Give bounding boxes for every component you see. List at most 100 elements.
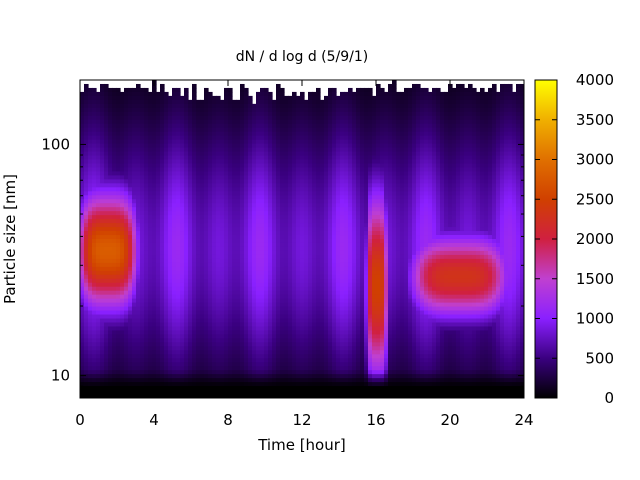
heatmap-cell — [100, 310, 105, 316]
heatmap-cell — [284, 131, 289, 137]
heatmap-cell — [268, 199, 273, 204]
heatmap-cell — [336, 298, 341, 304]
heatmap-cell — [92, 374, 97, 379]
heatmap-cell — [116, 191, 121, 196]
heatmap-cell — [164, 306, 169, 312]
heatmap-cell — [184, 322, 189, 328]
heatmap-cell — [268, 346, 273, 351]
heatmap-cell — [188, 191, 193, 196]
heatmap-cell — [252, 274, 257, 280]
heatmap-cell — [212, 346, 217, 351]
heatmap-cell — [332, 127, 337, 133]
heatmap-cell — [148, 227, 153, 232]
heatmap-cell — [336, 294, 341, 300]
heatmap-cell — [280, 143, 285, 149]
heatmap-cell — [104, 119, 109, 125]
heatmap-cell — [312, 254, 317, 260]
heatmap-cell — [284, 382, 289, 387]
heatmap-cell — [132, 362, 137, 367]
heatmap-cell — [96, 322, 101, 328]
heatmap-cell — [252, 334, 257, 339]
heatmap-cell — [104, 266, 109, 272]
heatmap-cell — [144, 235, 149, 240]
heatmap-cell — [152, 318, 157, 324]
heatmap-cell — [196, 242, 201, 248]
heatmap-cell — [256, 135, 261, 141]
heatmap-cell — [204, 231, 209, 236]
heatmap-cell — [212, 135, 217, 141]
heatmap-cell — [292, 183, 297, 188]
heatmap-cell — [240, 119, 245, 125]
heatmap-cell — [124, 242, 129, 248]
heatmap-cell — [168, 258, 173, 264]
heatmap-cell — [184, 278, 189, 284]
heatmap-cell — [120, 286, 125, 292]
heatmap-cell — [328, 270, 333, 276]
heatmap-cell — [152, 354, 157, 359]
heatmap-cell — [168, 330, 173, 336]
heatmap-cell — [260, 358, 265, 363]
heatmap-cell — [132, 274, 137, 280]
heatmap-cell — [268, 167, 273, 173]
heatmap-cell — [144, 231, 149, 236]
heatmap-cell — [136, 187, 141, 192]
heatmap-cell — [220, 274, 225, 280]
heatmap-cell — [276, 183, 281, 188]
heatmap-cell — [168, 362, 173, 367]
heatmap-cell — [232, 394, 237, 398]
heatmap-cell — [112, 103, 117, 109]
heatmap-cell — [80, 123, 85, 129]
heatmap-cell — [236, 310, 241, 316]
heatmap-cell — [88, 151, 93, 157]
heatmap-cell — [272, 203, 277, 208]
heatmap-cell — [196, 314, 201, 320]
heatmap-cell — [292, 374, 297, 379]
heatmap-cell — [304, 107, 309, 113]
heatmap-cell — [216, 111, 221, 117]
heatmap-cell — [180, 167, 185, 173]
heatmap-cell — [328, 250, 333, 256]
heatmap-cell — [84, 394, 89, 398]
heatmap-cell — [204, 306, 209, 312]
heatmap-cell — [112, 374, 117, 379]
heatmap-cell — [100, 358, 105, 363]
heatmap-cell — [316, 366, 321, 371]
heatmap-cell — [284, 338, 289, 343]
heatmap-cell — [148, 151, 153, 157]
heatmap-cell — [284, 326, 289, 332]
heatmap-cell — [236, 358, 241, 363]
heatmap-cell — [328, 262, 333, 268]
heatmap-cell — [288, 334, 293, 339]
heatmap-cell — [180, 354, 185, 359]
heatmap-cell — [164, 310, 169, 316]
heatmap-cell — [80, 127, 85, 133]
heatmap-cell — [92, 139, 97, 145]
heatmap-cell — [252, 147, 257, 153]
heatmap-cell — [328, 119, 333, 125]
heatmap-cell — [304, 179, 309, 184]
heatmap-cell — [208, 330, 213, 336]
heatmap-cell — [136, 119, 141, 125]
heatmap-cell — [332, 119, 337, 125]
heatmap-cell — [88, 95, 93, 101]
heatmap-cell — [180, 246, 185, 252]
heatmap-cell — [276, 219, 281, 224]
heatmap-cell — [212, 223, 217, 228]
heatmap-cell — [120, 195, 125, 200]
heatmap-cell — [176, 322, 181, 328]
heatmap-cell — [84, 231, 89, 236]
heatmap-cell — [152, 326, 157, 332]
heatmap-cell — [220, 294, 225, 300]
heatmap-cell — [232, 175, 237, 180]
heatmap-cell — [332, 175, 337, 180]
heatmap-cell — [216, 382, 221, 387]
heatmap-cell — [144, 290, 149, 296]
heatmap-cell — [256, 95, 261, 101]
heatmap-cell — [248, 183, 253, 188]
heatmap-cell — [252, 262, 257, 268]
heatmap-cell — [152, 250, 157, 256]
heatmap-cell — [160, 246, 165, 252]
heatmap-cell — [168, 163, 173, 169]
heatmap-cell — [168, 227, 173, 232]
heatmap-cell — [132, 111, 137, 117]
